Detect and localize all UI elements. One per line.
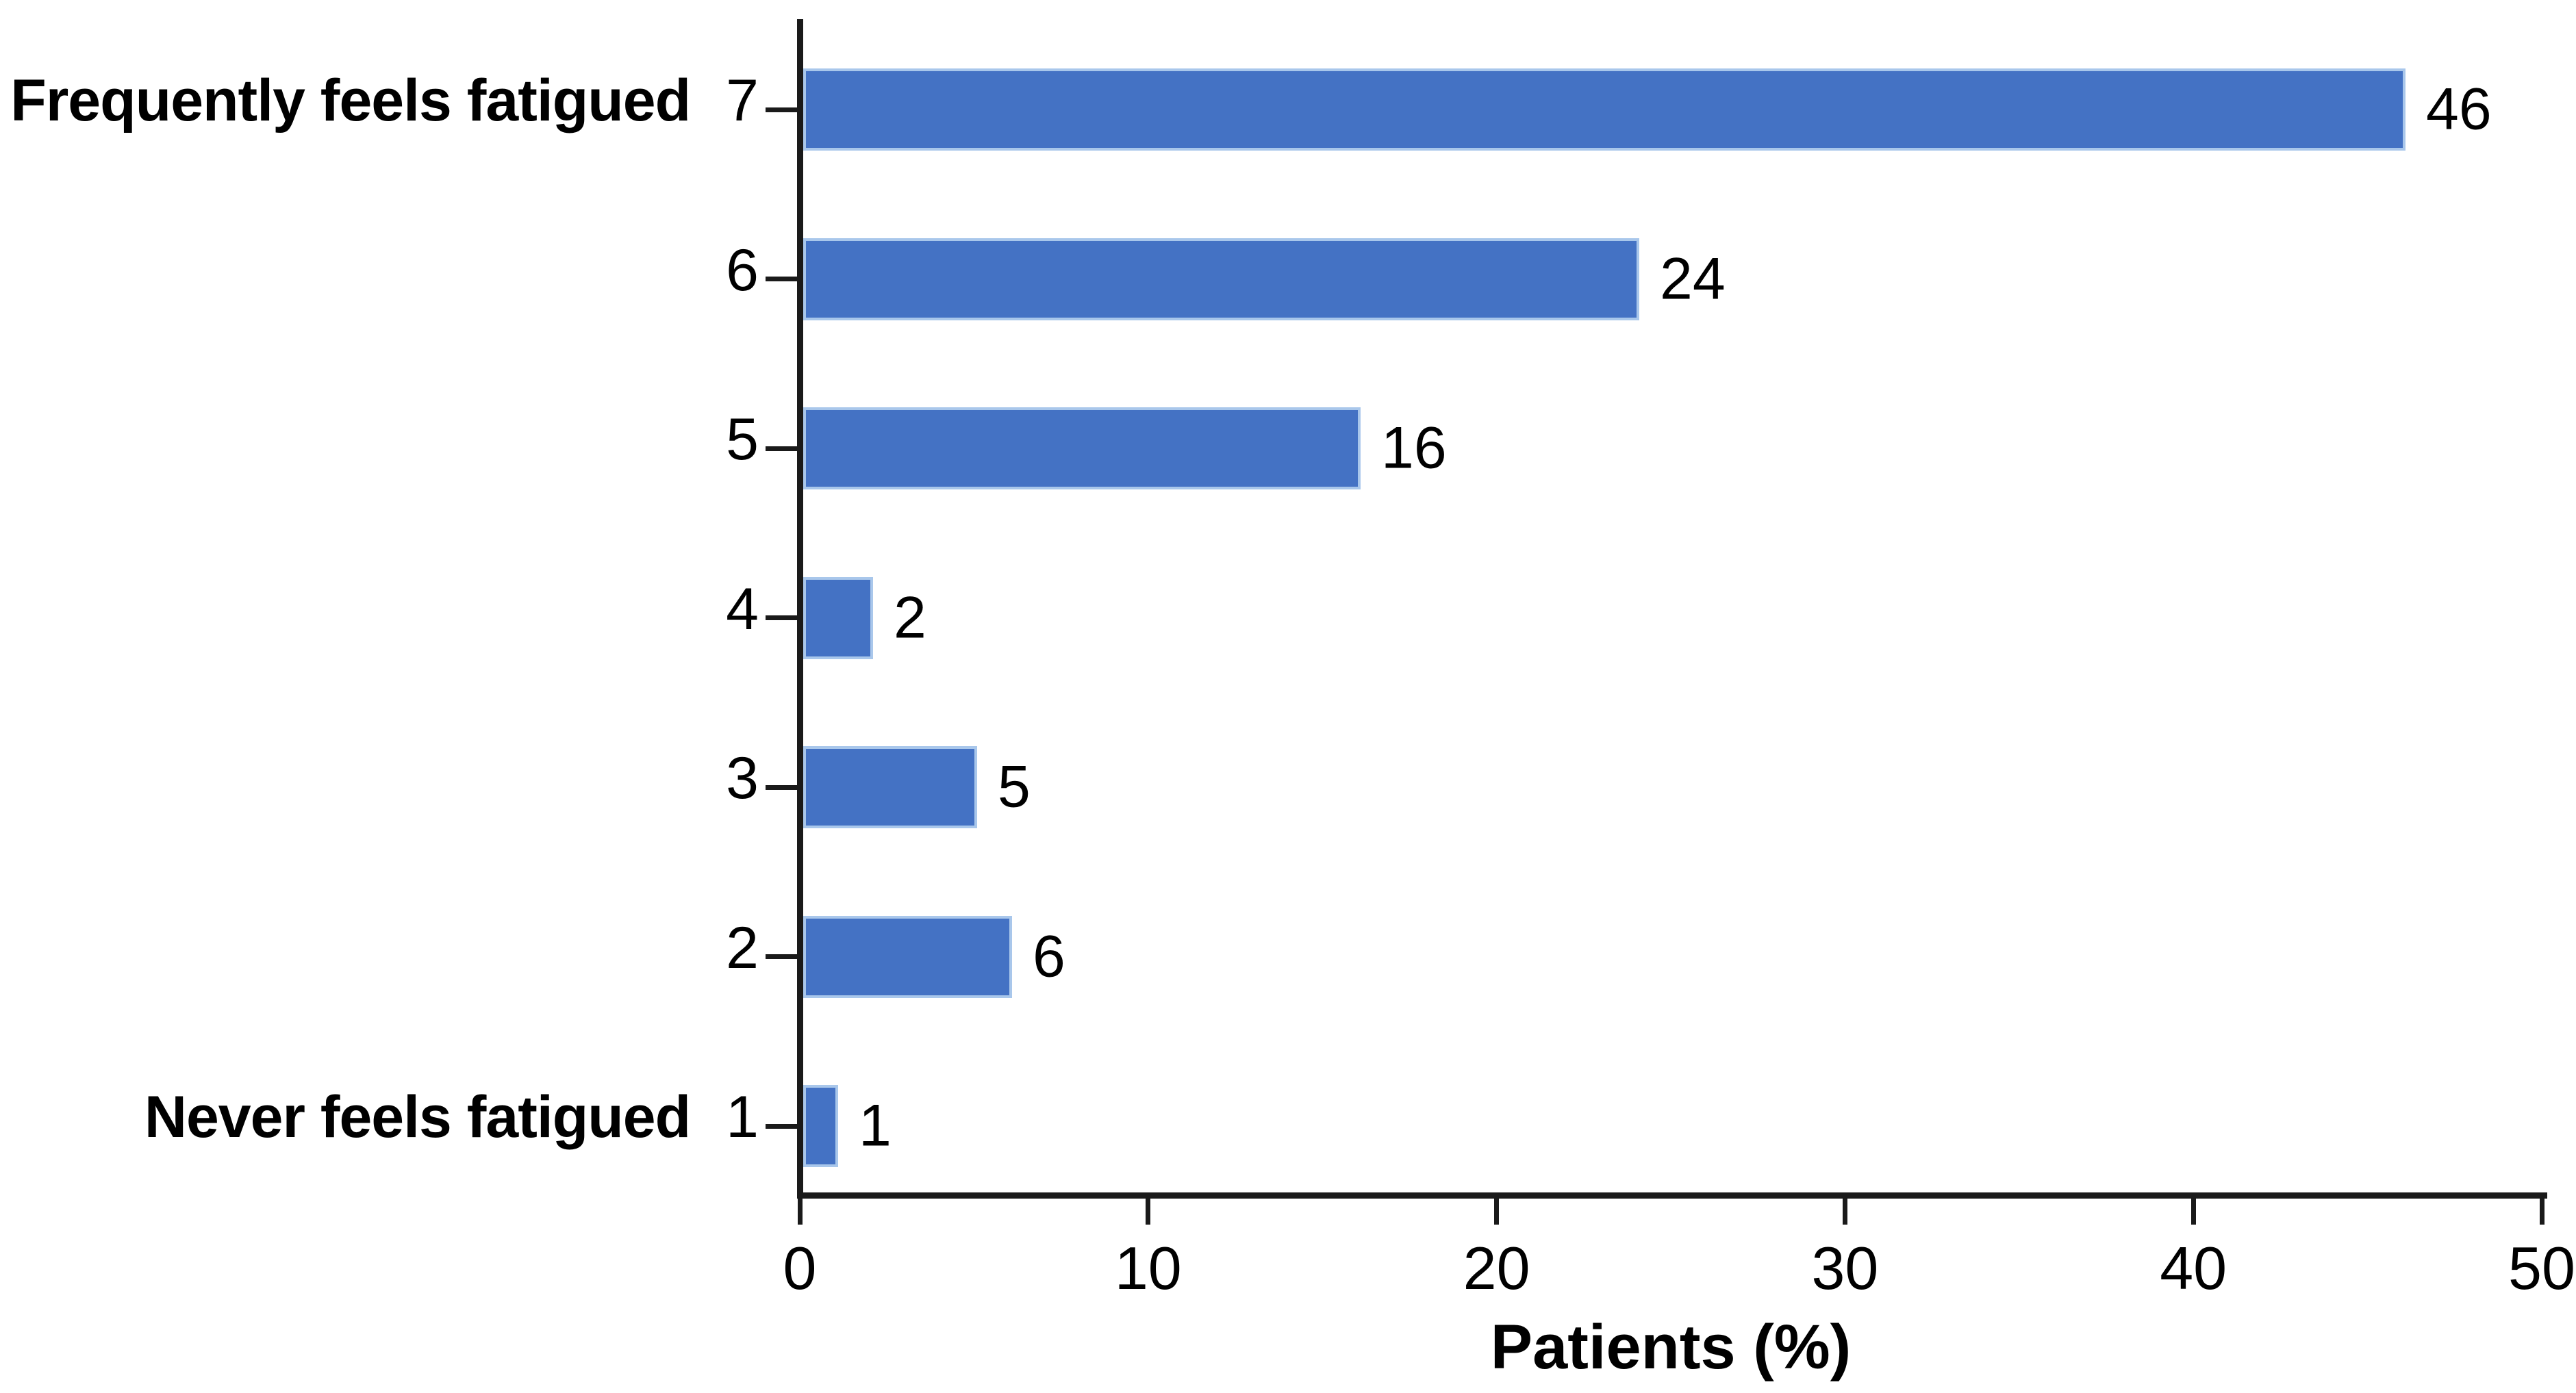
category-tick-label: 3 [726, 745, 759, 811]
x-axis-tick-label: 10 [1114, 1234, 1182, 1302]
x-axis-tick [2539, 1199, 2545, 1225]
category-tick-label: 6 [726, 237, 759, 303]
x-axis-tick-label: 0 [783, 1234, 817, 1302]
x-axis-title: Patients (%) [1490, 1312, 1852, 1382]
x-axis-tick [797, 1199, 803, 1225]
category-label-row: 6 [0, 237, 759, 305]
bar [803, 407, 1361, 489]
y-axis-tick [766, 107, 797, 112]
category-tick-label: 5 [726, 407, 759, 472]
bar-value-label: 1 [859, 1092, 892, 1159]
category-annotation: Never feels fatigued [144, 1084, 691, 1150]
bar-value-label: 46 [2426, 76, 2492, 142]
bar [803, 746, 977, 828]
bar [803, 576, 873, 659]
y-axis-tick [766, 954, 797, 959]
bar-value-label: 24 [1660, 246, 1726, 311]
category-tick-label: 1 [726, 1084, 759, 1150]
x-axis-tick [1842, 1199, 1847, 1225]
bar-value-label: 2 [894, 585, 926, 650]
y-axis-tick [766, 784, 797, 790]
y-axis-tick [766, 446, 797, 451]
x-axis-tick [1494, 1199, 1500, 1225]
x-axis-tick [1146, 1199, 1151, 1225]
y-axis-tick [766, 1123, 797, 1129]
bar [803, 238, 1639, 320]
category-tick-label: 4 [726, 576, 759, 642]
bar-value-label: 5 [998, 754, 1031, 820]
category-label-row: 3 [0, 745, 759, 813]
category-label-row: Frequently feels fatigued 7 [0, 67, 759, 135]
x-axis-tick-label: 50 [2508, 1234, 2575, 1302]
bar [803, 915, 1012, 998]
x-axis-tick-label: 20 [1463, 1234, 1530, 1302]
category-label-row: 4 [0, 576, 759, 643]
x-axis-tick-label: 30 [1811, 1234, 1879, 1302]
category-label-row: 2 [0, 915, 759, 982]
x-axis-tick [2190, 1199, 2196, 1225]
x-axis-tick-label: 40 [2160, 1234, 2227, 1302]
y-axis-tick [766, 615, 797, 620]
category-label-row: Never feels fatigued 1 [0, 1084, 759, 1151]
y-axis-line [797, 19, 803, 1194]
category-label-row: 5 [0, 406, 759, 474]
category-tick-label: 2 [726, 915, 759, 981]
category-tick-label: 7 [726, 68, 759, 133]
bar [803, 68, 2405, 151]
bar-value-label: 6 [1033, 923, 1065, 989]
bar-value-label: 16 [1381, 415, 1447, 481]
bar [803, 1085, 838, 1167]
x-axis-line [797, 1192, 2547, 1199]
category-annotation: Frequently feels fatigued [10, 68, 691, 133]
y-axis-tick [766, 277, 797, 281]
